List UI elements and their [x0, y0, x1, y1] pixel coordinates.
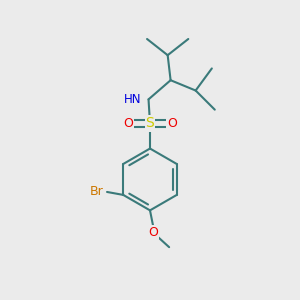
Text: S: S: [146, 116, 154, 130]
Text: O: O: [148, 226, 158, 239]
Text: O: O: [123, 117, 133, 130]
Text: Br: Br: [90, 185, 104, 199]
Text: HN: HN: [124, 93, 141, 106]
Text: O: O: [167, 117, 177, 130]
